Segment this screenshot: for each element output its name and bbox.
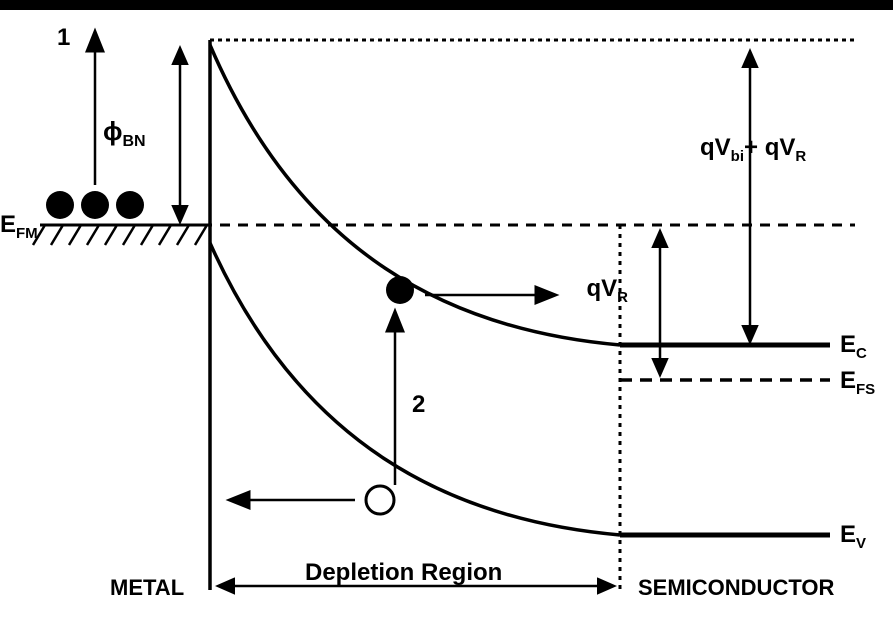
hole-vb: [366, 486, 394, 514]
top-border: [0, 0, 893, 10]
phi-bn-label: ϕBN: [103, 116, 146, 150]
semiconductor-region-label: SEMICONDUCTOR: [638, 575, 834, 600]
process1-label: 1: [57, 24, 70, 51]
process2-label: 2: [412, 391, 425, 418]
electron-icon: [46, 191, 74, 219]
metal-region-label: METAL: [110, 575, 184, 600]
depletion-region-label: Depletion Region: [305, 559, 502, 586]
conduction-band-curve: [210, 45, 620, 345]
qvbi-qvr-label: qVbi+ qVR: [700, 134, 806, 165]
metal-hatch: [33, 225, 207, 245]
electron-icon: [81, 191, 109, 219]
efm-label: EFM: [0, 211, 38, 242]
qvr-label: qVR: [586, 275, 628, 306]
electron-icon: [116, 191, 144, 219]
electron-cb: [386, 276, 414, 304]
metal-electrons: [46, 191, 144, 219]
ec-label: EC: [840, 331, 867, 362]
ev-label: EV: [840, 521, 866, 552]
schottky-band-diagram: 1 ϕBN EFM qVbi+ qVR qVR 2 EC EFS EV META…: [0, 0, 893, 617]
efs-label: EFS: [840, 367, 875, 398]
